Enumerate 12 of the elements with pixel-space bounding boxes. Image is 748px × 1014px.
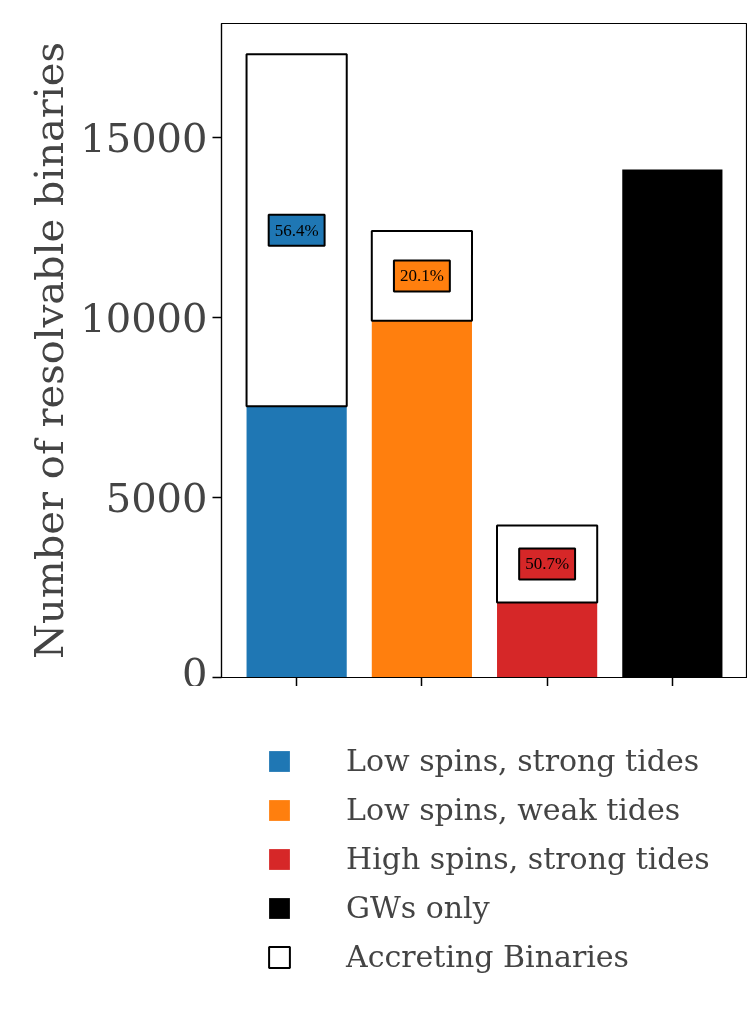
- legend-label: High spins, strong tides: [346, 841, 710, 876]
- y-tick-label: 10000: [80, 294, 208, 341]
- annotation: 20.1%: [399, 266, 444, 286]
- legend-label: Low spins, strong tides: [346, 743, 700, 778]
- y-tick-label: 5000: [105, 474, 208, 521]
- y-axis-title: Number of resolvable binaries: [26, 42, 73, 659]
- annotation: 56.4%: [274, 220, 319, 240]
- annotation: 50.7%: [525, 554, 570, 574]
- legend-label: Low spins, weak tides: [346, 792, 681, 827]
- legend-label: GWs only: [346, 890, 490, 925]
- legend-label: Accreting Binaries: [346, 939, 630, 974]
- y-tick-label: 15000: [80, 114, 208, 161]
